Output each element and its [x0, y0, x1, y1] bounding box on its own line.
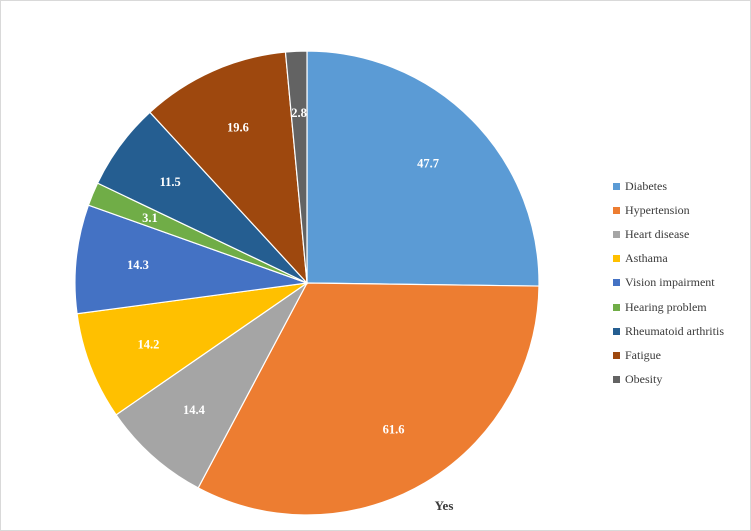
- legend-item-fatigue: Fatigue: [613, 343, 739, 367]
- legend-swatch: [613, 279, 620, 287]
- pie-slice-obesity: [284, 50, 308, 284]
- legend-swatch: [613, 230, 620, 238]
- legend-label: Obesity: [625, 372, 663, 387]
- legend-item-hearing-problem: Hearing problem: [613, 295, 739, 319]
- pie-slice-heart-disease: [115, 282, 308, 489]
- data-label-heart-disease: 14.4: [183, 403, 206, 417]
- x-axis-label: Yes: [435, 498, 454, 513]
- legend-label: Diabetes: [625, 178, 667, 193]
- legend-swatch: [613, 351, 620, 359]
- legend-label: Rheumatoid arthritis: [625, 323, 724, 338]
- data-label-obesity: 2.8: [291, 106, 307, 120]
- legend-item-rheumatoid-arthritis: Rheumatoid arthritis: [613, 319, 739, 343]
- data-label-vision-impairment: 14.3: [127, 258, 149, 272]
- data-label-hearing-problem: 3.1: [142, 211, 158, 225]
- legend-label: Asthama: [625, 251, 668, 266]
- legend-item-diabetes: Diabetes: [613, 174, 739, 198]
- legend-label: Hypertension: [625, 202, 690, 217]
- legend-swatch: [613, 376, 620, 384]
- legend-label: Fatigue: [625, 347, 661, 362]
- legend-item-asthama: Asthama: [613, 247, 739, 271]
- legend-swatch: [613, 327, 620, 335]
- legend-swatch: [613, 182, 620, 190]
- pie-slice-asthama: [76, 282, 308, 416]
- legend-swatch: [613, 255, 620, 263]
- pie-slice-fatigue: [149, 51, 308, 285]
- data-label-asthama: 14.2: [137, 337, 159, 351]
- data-label-diabetes: 47.7: [417, 157, 439, 171]
- data-label-rheumatoid-arthritis: 11.5: [160, 175, 181, 189]
- legend-item-vision-impairment: Vision impairment: [613, 271, 739, 295]
- legend-swatch: [613, 206, 620, 214]
- legend-label: Vision impairment: [625, 275, 715, 290]
- legend-item-obesity: Obesity: [613, 368, 739, 392]
- data-label-fatigue: 19.6: [227, 121, 249, 135]
- pie-slice-diabetes: [306, 50, 540, 287]
- legend-label: Heart disease: [625, 226, 690, 241]
- legend-item-heart-disease: Heart disease: [613, 222, 739, 246]
- legend-swatch: [613, 303, 620, 311]
- legend-label: Hearing problem: [625, 299, 707, 314]
- data-label-hypertension: 61.6: [383, 422, 405, 436]
- pie-slice-hypertension: [197, 282, 540, 516]
- legend: Diabetes Hypertension Heart disease Asthama…: [613, 174, 739, 392]
- pie-slice-vision-impairment: [74, 204, 308, 315]
- legend-item-hypertension: Hypertension: [613, 198, 739, 222]
